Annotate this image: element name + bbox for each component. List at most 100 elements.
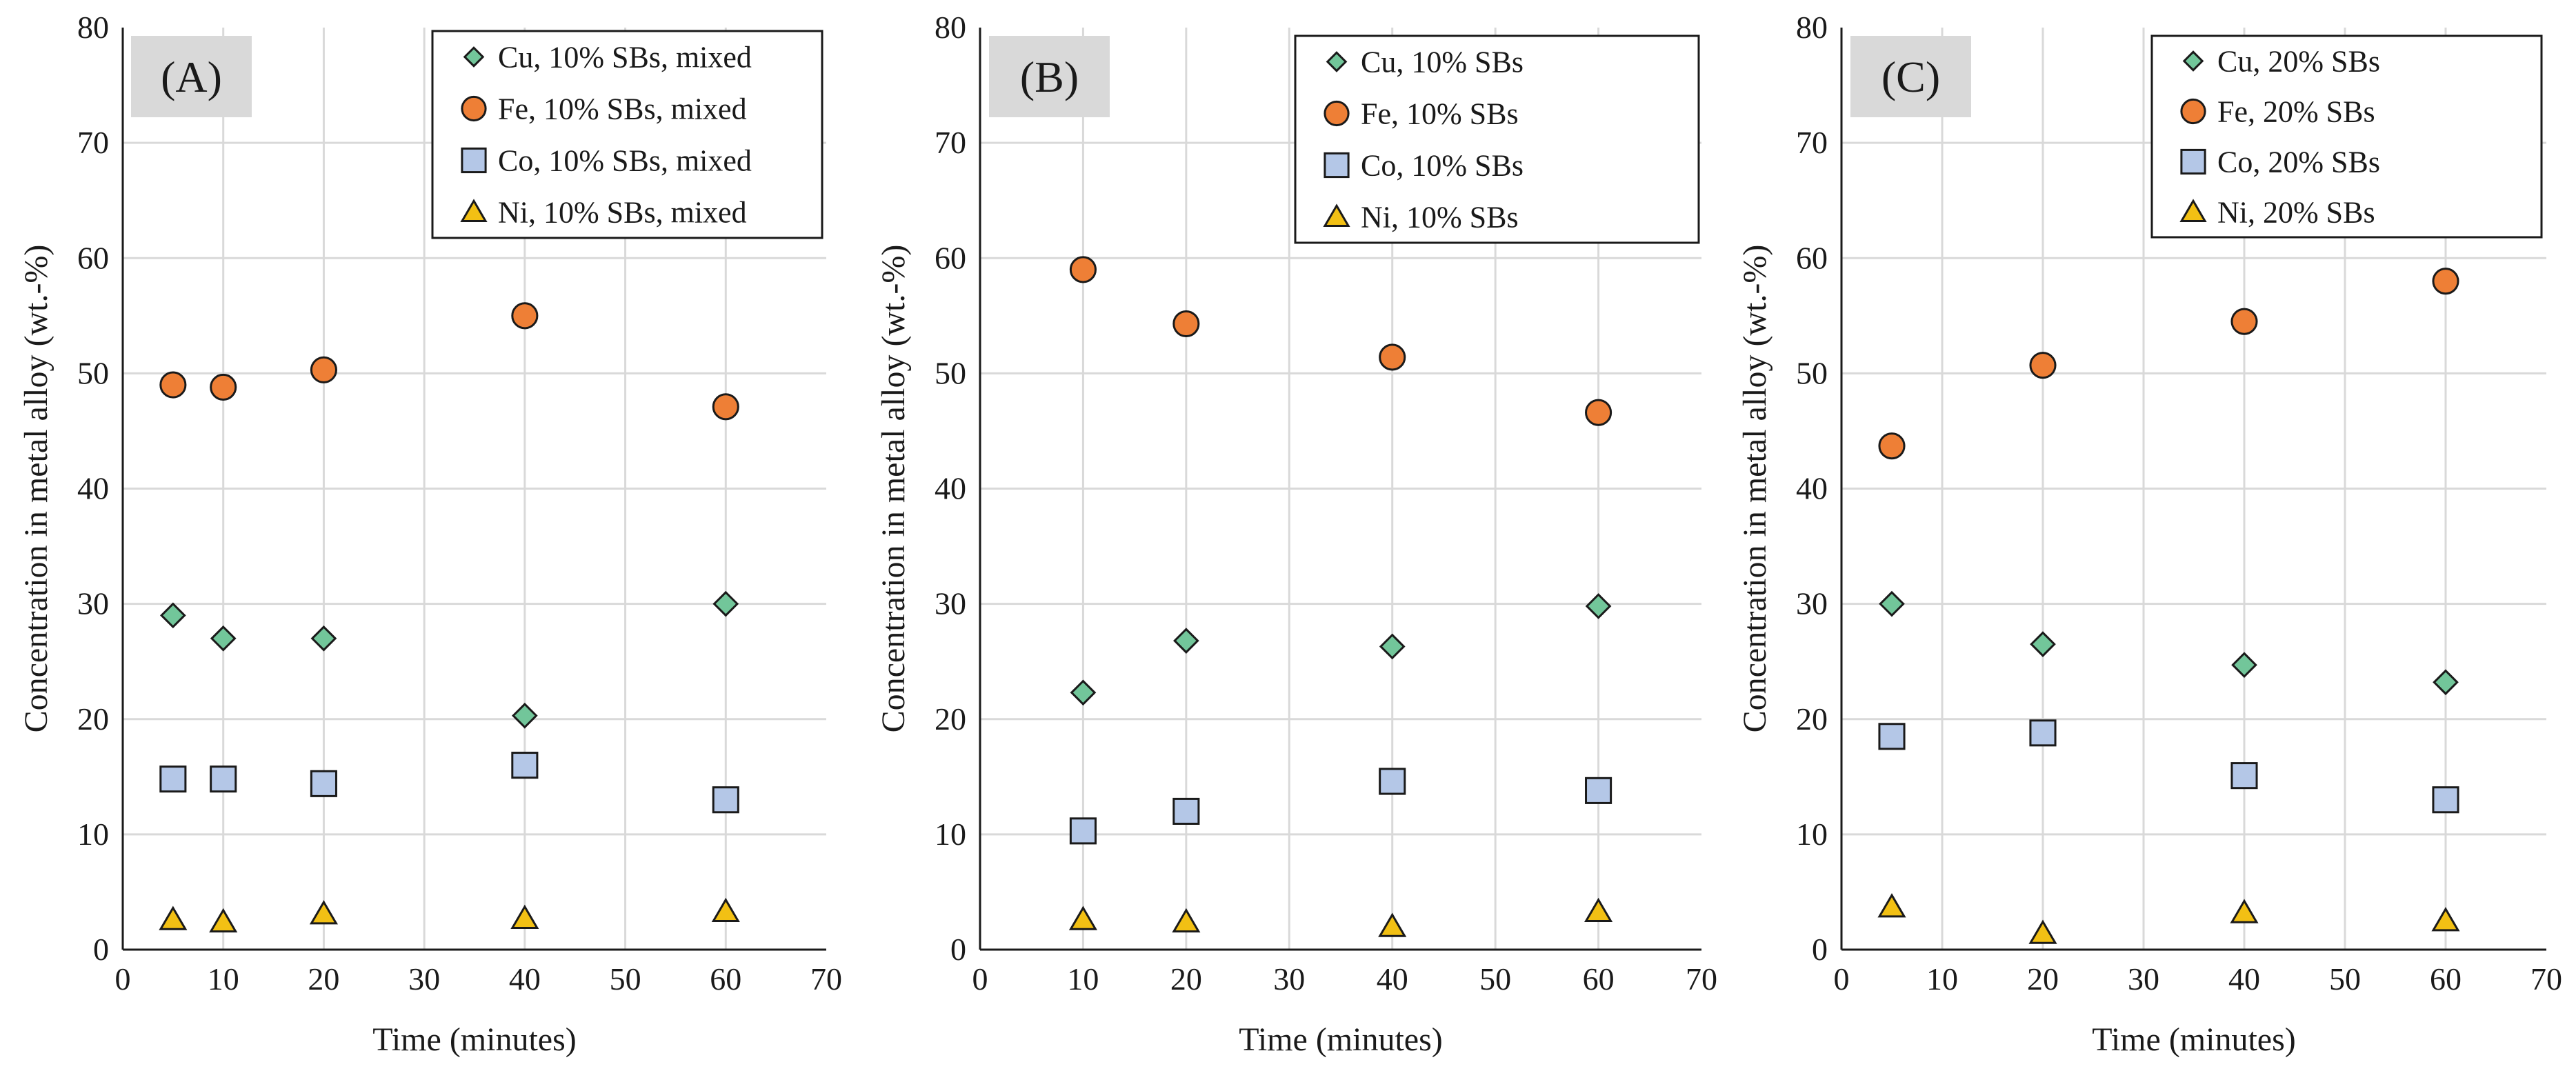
data-point-cu — [1585, 593, 1612, 619]
y-tick-label: 20 — [935, 701, 966, 737]
data-point-cu — [2030, 631, 2056, 657]
x-tick-label: 60 — [1583, 961, 1615, 997]
data-point-ni — [2230, 899, 2259, 923]
x-tick-label: 20 — [1170, 961, 1202, 997]
data-point-cu — [310, 625, 337, 652]
x-tick-label: 70 — [810, 961, 842, 997]
x-tick-label: 30 — [1273, 961, 1305, 997]
y-axis-title: Concentration in metal alloy (wt.-%) — [875, 245, 912, 733]
y-tick-label: 70 — [935, 125, 966, 160]
data-point-co — [511, 752, 539, 779]
x-axis-title: Time (minutes) — [372, 1021, 577, 1058]
data-point-co — [310, 770, 337, 797]
y-tick-label: 20 — [1796, 701, 1828, 737]
y-axis-title: Concentration in metal alloy (wt.-%) — [1737, 245, 1773, 733]
y-tick-label: 30 — [1796, 586, 1828, 621]
data-point-co — [1172, 797, 1200, 825]
data-point-ni — [510, 904, 539, 930]
data-point-fe — [310, 356, 337, 383]
data-point-co — [1878, 723, 1906, 750]
data-point-ni — [1378, 912, 1407, 937]
legend-label-cu: Cu, 10% SBs — [1361, 46, 1524, 79]
y-tick-label: 70 — [1796, 125, 1828, 160]
data-point-ni — [1068, 905, 1097, 930]
y-tick-label: 30 — [935, 586, 966, 621]
legend: Cu, 20% SBs Fe, 20% SBs Co, 20% SBs Ni, 20%… — [2150, 34, 2543, 239]
legend-marker-co — [461, 147, 487, 174]
legend-label-ni: Ni, 10% SBs — [1361, 201, 1519, 234]
x-tick-label: 20 — [308, 961, 339, 997]
data-point-co — [1585, 777, 1613, 804]
panel-label-box — [131, 36, 252, 117]
x-tick-label: 30 — [2128, 961, 2159, 997]
x-tick-label: 0 — [1834, 961, 1850, 997]
data-point-ni — [1584, 897, 1613, 923]
data-point-ni — [309, 900, 338, 925]
x-tick-label: 50 — [1479, 961, 1511, 997]
data-point-fe — [712, 393, 739, 421]
legend-marker-ni — [1323, 203, 1350, 227]
legend-marker-cu — [2182, 50, 2204, 72]
x-tick-label: 30 — [408, 961, 440, 997]
data-point-cu — [2231, 652, 2257, 679]
legend-label-ni: Ni, 20% SBs — [2217, 196, 2375, 230]
legend-label-co: Co, 10% SBs, mixed — [498, 144, 752, 178]
legend-label-cu: Cu, 10% SBs, mixed — [498, 41, 752, 74]
x-tick-label: 60 — [2430, 961, 2462, 997]
data-point-ni — [711, 897, 740, 923]
x-tick-label: 40 — [1377, 961, 1408, 997]
y-tick-label: 60 — [935, 240, 966, 275]
y-tick-label: 0 — [950, 932, 966, 967]
y-axis-title: Concentration in metal alloy (wt.-%) — [18, 245, 54, 733]
data-point-co — [1379, 768, 1406, 795]
x-tick-label: 10 — [1067, 961, 1099, 997]
data-point-fe — [511, 302, 539, 330]
y-tick-label: 50 — [935, 355, 966, 390]
data-point-fe — [1585, 399, 1613, 426]
data-point-cu — [1379, 633, 1406, 660]
x-tick-label: 10 — [208, 961, 239, 997]
legend-marker-co — [1324, 152, 1350, 179]
data-point-fe — [2029, 352, 2057, 379]
legend-box — [1294, 34, 1700, 244]
panel-label: (C) — [1881, 52, 1940, 101]
y-tick-label: 70 — [77, 125, 109, 160]
data-point-ni — [1172, 908, 1201, 933]
legend: Cu, 10% SBs Fe, 10% SBs Co, 10% SBs Ni, 10%… — [1294, 34, 1700, 244]
legend-marker-cu — [463, 46, 485, 68]
panel-label: (B) — [1020, 52, 1079, 101]
legend-marker-fe — [2180, 98, 2206, 125]
data-point-ni — [2028, 919, 2057, 944]
y-tick-label: 40 — [77, 471, 109, 506]
x-tick-label: 50 — [2329, 961, 2361, 997]
data-point-co — [210, 765, 237, 793]
y-tick-label: 10 — [1796, 817, 1828, 852]
data-point-cu — [160, 602, 186, 629]
data-point-cu — [512, 702, 538, 729]
legend-label-fe: Fe, 10% SBs — [1361, 97, 1519, 131]
legend-marker-co — [2180, 148, 2206, 175]
legend-box — [431, 30, 823, 239]
y-tick-label: 0 — [93, 932, 109, 967]
y-tick-label: 40 — [1796, 471, 1828, 506]
data-point-fe — [2432, 268, 2459, 295]
y-tick-label: 80 — [1796, 10, 1828, 45]
y-tick-label: 20 — [77, 701, 109, 737]
data-point-co — [2432, 786, 2459, 814]
chart-panel-c: 0 10 20 30 40 50 60 70 0 10 20 30 40 50 60 70 80 Time (mi… — [1737, 10, 2562, 1058]
data-point-fe — [1069, 256, 1097, 283]
data-point-ni — [159, 905, 188, 930]
data-point-co — [2029, 719, 2057, 747]
data-point-co — [1069, 817, 1097, 845]
legend-label-cu: Cu, 20% SBs — [2217, 45, 2380, 79]
legend-label-fe: Fe, 20% SBs — [2217, 95, 2375, 129]
legend-label-fe: Fe, 10% SBs, mixed — [498, 92, 747, 126]
data-point-ni — [1877, 893, 1906, 918]
legend-label-co: Co, 10% SBs — [1361, 149, 1524, 183]
x-tick-label: 20 — [2027, 961, 2059, 997]
legend-marker-ni — [460, 199, 488, 222]
y-tick-label: 10 — [935, 817, 966, 852]
x-tick-label: 40 — [2228, 961, 2260, 997]
x-tick-label: 0 — [972, 961, 988, 997]
